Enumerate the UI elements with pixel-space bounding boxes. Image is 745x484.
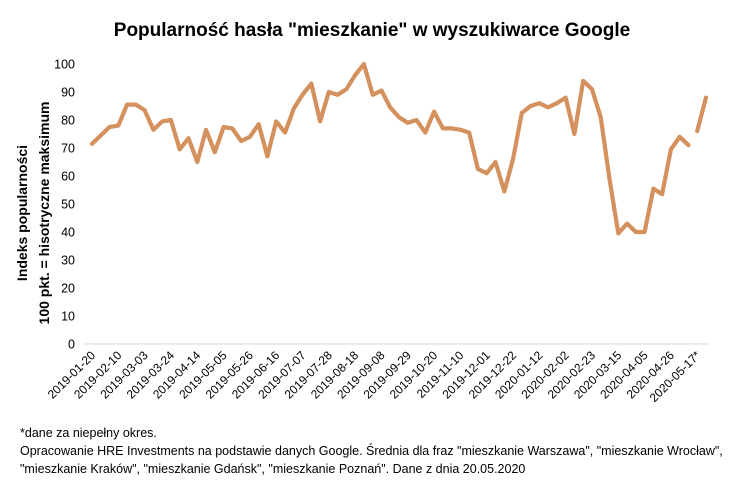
chart-title: Popularność hasła "mieszkanie" w wyszuki… [114, 20, 630, 41]
y-tick-label: 60 [61, 170, 75, 184]
y-axis-label-line2: 100 pkt. = hisotryczne maksimum [36, 102, 52, 325]
series-line-segment [89, 61, 691, 236]
y-tick-label: 40 [61, 226, 75, 240]
y-tick-label: 90 [61, 86, 75, 100]
note-source: Opracowanie HRE Investments na podstawie… [20, 444, 723, 476]
y-tick-label: 50 [61, 198, 75, 212]
y-tick-label: 30 [61, 254, 75, 268]
series-popularity [89, 61, 709, 236]
y-axis-ticks: 0 10 20 30 40 50 60 70 80 90 100 [54, 58, 75, 352]
y-tick-label: 20 [61, 282, 75, 296]
y-axis-label-line1: Indeks popularności [14, 145, 30, 281]
y-tick-label: 70 [61, 142, 75, 156]
y-tick-label: 0 [68, 338, 75, 352]
chart-notes: *dane za niepełny okres. Opracowanie HRE… [20, 424, 735, 478]
line-chart: Popularność hasła "mieszkanie" w wyszuki… [14, 20, 710, 405]
y-tick-label: 100 [54, 58, 75, 72]
x-axis-ticks: 2019-01-202019-02-102019-03-032019-03-24… [45, 348, 704, 405]
note-incomplete-period: *dane za niepełny okres. [20, 426, 157, 440]
y-tick-label: 80 [61, 114, 75, 128]
y-tick-label: 10 [61, 310, 75, 324]
series-line-segment [695, 95, 709, 134]
